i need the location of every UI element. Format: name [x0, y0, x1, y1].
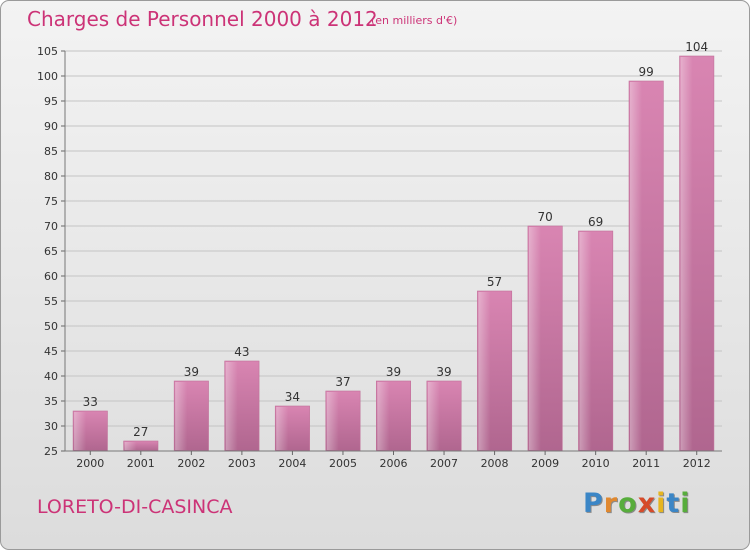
y-tick-label: 105: [37, 45, 58, 58]
x-tick-label-2011: 2011: [632, 457, 660, 470]
y-tick-label: 80: [44, 170, 58, 183]
x-tick-label-2001: 2001: [127, 457, 155, 470]
y-tick-label: 65: [44, 245, 58, 258]
x-tick-label-2003: 2003: [228, 457, 256, 470]
bar-highlight: [74, 412, 87, 450]
y-tick-label: 30: [44, 420, 58, 433]
value-label-2005: 37: [335, 375, 350, 389]
y-tick-label: 25: [44, 445, 58, 458]
x-tick-label-2009: 2009: [531, 457, 559, 470]
x-tick-label-2007: 2007: [430, 457, 458, 470]
place-name: LORETO-DI-CASINCA: [37, 496, 233, 518]
x-tick-label-2008: 2008: [481, 457, 509, 470]
x-tick-label-2002: 2002: [177, 457, 205, 470]
y-tick-label: 35: [44, 395, 58, 408]
value-label-2010: 69: [588, 215, 603, 229]
y-tick-label: 70: [44, 220, 58, 233]
value-label-2009: 70: [537, 210, 552, 224]
bar-highlight: [630, 82, 643, 450]
x-tick-label-2006: 2006: [380, 457, 408, 470]
x-tick-label-2005: 2005: [329, 457, 357, 470]
y-tick-label: 95: [44, 95, 58, 108]
logo-letter: P: [583, 488, 604, 519]
y-tick-label: 85: [44, 145, 58, 158]
bar-highlight: [175, 382, 188, 450]
y-tick-label: 75: [44, 195, 58, 208]
logo-letter: r: [603, 488, 619, 519]
logo-letter: o: [618, 488, 638, 519]
x-tick-label-2012: 2012: [683, 457, 711, 470]
bar-highlight: [377, 382, 390, 450]
bar-highlight: [326, 392, 339, 450]
value-label-2006: 39: [386, 365, 401, 379]
chart-subtitle: (en milliers d'€): [371, 14, 458, 27]
value-label-2011: 99: [639, 65, 654, 79]
y-tick-label: 45: [44, 345, 58, 358]
bar-highlight: [528, 227, 541, 450]
value-label-2012: 104: [685, 40, 708, 54]
bar-highlight: [478, 292, 491, 450]
y-tick-label: 90: [44, 120, 58, 133]
bar-highlight: [579, 232, 592, 450]
value-label-2003: 43: [234, 345, 249, 359]
value-label-2004: 34: [285, 390, 300, 404]
chart-title: Charges de Personnel 2000 à 2012: [27, 7, 378, 31]
logo-letter: i: [680, 488, 691, 519]
logo-letter: i: [656, 488, 667, 519]
logo-letter: x: [637, 488, 657, 519]
y-tick-label: 60: [44, 270, 58, 283]
bar-highlight: [276, 407, 289, 450]
x-tick-label-2004: 2004: [278, 457, 306, 470]
y-tick-label: 55: [44, 295, 58, 308]
x-tick-label-2010: 2010: [582, 457, 610, 470]
proxiti-logo: Proxiti: [583, 488, 691, 519]
value-label-2007: 39: [436, 365, 451, 379]
y-tick-label: 40: [44, 370, 58, 383]
x-tick-label-2000: 2000: [76, 457, 104, 470]
y-tick-label: 50: [44, 320, 58, 333]
bar-highlight: [427, 382, 440, 450]
value-label-2008: 57: [487, 275, 502, 289]
logo-letter: t: [666, 488, 681, 519]
value-label-2000: 33: [83, 395, 98, 409]
value-label-2001: 27: [133, 425, 148, 439]
bar-highlight: [124, 442, 137, 450]
y-tick-label: 100: [37, 70, 58, 83]
value-label-2002: 39: [184, 365, 199, 379]
bar-highlight: [225, 362, 238, 450]
bar-highlight: [680, 57, 693, 450]
